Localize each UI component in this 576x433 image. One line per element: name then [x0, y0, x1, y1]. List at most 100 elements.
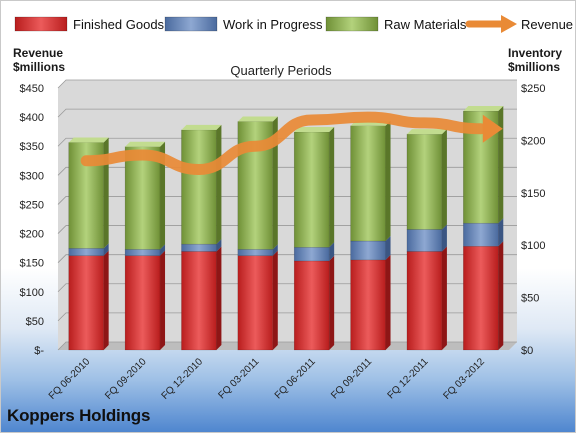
finished-goods-bar-side	[498, 241, 504, 350]
finished-goods-bar-side	[216, 246, 222, 350]
work-in-progress-bar	[68, 248, 104, 256]
work-in-progress-bar	[463, 222, 499, 247]
bar-top-face	[68, 137, 109, 143]
left-tick-label: $-	[34, 345, 44, 357]
raw-materials-bar-side	[272, 116, 278, 250]
raw-materials-bar-side	[441, 129, 447, 230]
bar-top-face	[237, 116, 278, 122]
raw-materials-bar	[293, 131, 330, 248]
category-label: FQ 12-2010	[160, 356, 206, 402]
right-axis-title-line2: $millions	[507, 60, 560, 74]
work-in-progress-bar	[237, 249, 274, 256]
right-tick-label: $150	[521, 188, 545, 200]
work-in-progress-bar-side	[441, 224, 447, 252]
bar-top-face	[294, 127, 335, 133]
work-in-progress-bar-side	[329, 242, 335, 261]
work-in-progress-bar-side	[103, 243, 109, 256]
finished-goods-bar	[124, 255, 161, 351]
finished-goods-bar	[237, 255, 274, 351]
category-label: FQ 06-2010	[47, 356, 93, 402]
raw-materials-bar-side	[385, 120, 391, 242]
finished-goods-bar-side	[160, 250, 166, 350]
right-axis-title-line1: Inventory	[507, 46, 562, 60]
gridline	[57, 79, 517, 89]
plot-back-wall	[58, 80, 517, 350]
bar-top-face	[463, 106, 504, 112]
left-tick-label: $350	[20, 141, 44, 153]
category-label: FQ 06-2011	[273, 356, 318, 401]
revenue-line	[80, 111, 487, 176]
raw-materials-bar	[181, 129, 217, 245]
category-label: FQ 12-2011	[386, 356, 431, 401]
left-tick-label: $200	[20, 229, 44, 241]
bar-top-face	[181, 124, 222, 130]
work-in-progress-bar	[293, 247, 330, 262]
finished-goods-bar	[181, 251, 217, 351]
raw-materials-bar	[124, 146, 161, 250]
finished-goods-bar-side	[103, 250, 109, 350]
left-tick-label: $400	[20, 112, 44, 124]
work-in-progress-bar-side	[498, 218, 504, 247]
finished-goods-bar-side	[272, 250, 278, 350]
raw-materials-bar-side	[160, 141, 166, 250]
chart-title: Quarterly Periods	[1, 63, 561, 78]
category-label: FQ 03-2012	[441, 356, 487, 402]
work-in-progress-bar	[181, 243, 217, 252]
legend-swatch	[164, 16, 218, 32]
left-tick-label: $450	[20, 83, 44, 95]
raw-materials-bar-side	[103, 137, 109, 249]
work-in-progress-bar-side	[160, 244, 166, 256]
category-label: FQ 03-2011	[216, 356, 261, 401]
right-tick-label: $200	[521, 135, 545, 147]
finished-goods-bar-side	[441, 246, 447, 350]
left-tick-label: $150	[20, 258, 44, 270]
legend-swatch	[325, 16, 379, 32]
work-in-progress-bar-side	[385, 236, 391, 260]
left-tick-label: $250	[20, 199, 44, 211]
legend-swatch	[14, 16, 68, 32]
left-axis-title-line1: Revenue	[13, 46, 64, 60]
left-axis-title-line2: $millions	[13, 60, 66, 74]
legend-label: Finished Goods	[73, 17, 165, 32]
work-in-progress-bar-side	[216, 239, 222, 252]
raw-materials-bar	[406, 133, 443, 230]
legend-revenue-arrowhead	[501, 15, 517, 33]
bar-top-face	[406, 129, 447, 135]
right-tick-label: $0	[521, 345, 533, 357]
revenue-arrowhead	[482, 114, 503, 143]
work-in-progress-bar-side	[272, 244, 278, 256]
right-axis-title: Inventory $millions	[508, 46, 562, 74]
legend-label: Raw Materials	[384, 17, 467, 32]
left-tick-label: $300	[20, 170, 44, 182]
right-tick-label: $50	[521, 293, 539, 305]
finished-goods-bar	[350, 259, 386, 351]
finished-goods-bar-side	[329, 255, 335, 350]
left-axis-title: Revenue $millions	[13, 46, 65, 74]
right-tick-label: $100	[521, 240, 545, 252]
gridline	[57, 108, 517, 118]
work-in-progress-bar	[406, 229, 443, 252]
work-in-progress-bar	[350, 240, 386, 261]
raw-materials-bar-side	[498, 106, 504, 224]
chart-title-text: Quarterly Periods	[230, 63, 332, 78]
legend-label: Work in Progress	[223, 17, 323, 32]
left-tick-label: $100	[20, 287, 44, 299]
finished-goods-bar	[463, 245, 499, 351]
raw-materials-bar-side	[329, 127, 335, 248]
right-tick-label: $250	[521, 83, 545, 95]
finished-goods-bar-side	[385, 254, 391, 350]
category-label: FQ 09-2010	[103, 356, 149, 402]
work-in-progress-bar	[124, 249, 161, 256]
plot-floor	[58, 342, 517, 350]
finished-goods-bar	[68, 255, 104, 351]
finished-goods-bar	[406, 251, 443, 351]
legend-label: Revenue	[521, 17, 573, 32]
category-label: FQ 09-2011	[329, 356, 374, 401]
raw-materials-bar	[350, 125, 386, 242]
bar-top-face	[125, 141, 166, 147]
company-name: Koppers Holdings	[7, 406, 151, 425]
finished-goods-bar	[293, 260, 330, 351]
raw-materials-bar-side	[216, 124, 222, 245]
